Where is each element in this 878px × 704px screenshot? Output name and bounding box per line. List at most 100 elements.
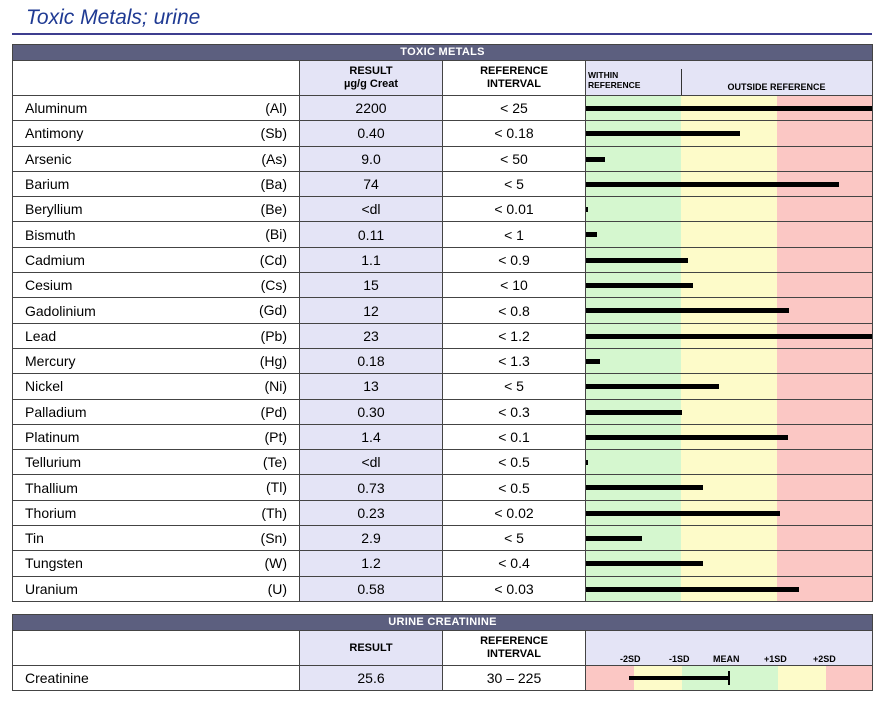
element-label: Arsenic — [25, 150, 72, 167]
result-bar — [586, 257, 688, 263]
element-label: Tin — [25, 530, 44, 547]
result-value: 23 — [299, 322, 443, 349]
element-name: Aluminum (Al) — [12, 94, 300, 122]
sd-scale-header: -2SD -1SD MEAN +1SD +2SD — [585, 630, 873, 666]
element-name: Thallium (Tl) — [12, 474, 300, 501]
sd-label-minus2: -2SD — [620, 654, 641, 664]
element-name: Antimony (Sb) — [12, 120, 300, 147]
creatinine-row: Creatinine 25.6 30 – 225 — [12, 665, 873, 691]
element-label: Thallium — [25, 479, 78, 496]
reference-value: < 0.4 — [442, 550, 586, 577]
element-label: Tellurium — [25, 454, 82, 471]
element-symbol: (Ba) — [260, 175, 287, 192]
sd-label-plus1: +1SD — [764, 654, 787, 664]
table-row: Antimony (Sb) 0.40 < 0.18 — [12, 120, 874, 147]
element-symbol: (Hg) — [259, 352, 287, 369]
table-row: Mercury (Hg) 0.18 < 1.3 — [12, 347, 874, 375]
element-name: Arsenic (As) — [12, 145, 300, 172]
element-label: Mercury — [25, 353, 76, 370]
result-bar — [586, 561, 703, 567]
element-label: Nickel — [25, 378, 64, 395]
reference-value: < 0.8 — [442, 297, 586, 324]
range-bar-cell — [584, 145, 874, 172]
element-symbol: (Th) — [261, 504, 287, 521]
range-bar-cell — [584, 272, 874, 299]
reference-value: < 1.3 — [442, 347, 586, 375]
element-name: Tellurium (Te) — [12, 449, 300, 476]
table-row: Thallium (Tl) 0.73 < 0.5 — [12, 474, 874, 501]
table-row: Cesium (Cs) 15 < 10 — [12, 272, 874, 299]
element-label: Tungsten — [25, 555, 83, 572]
creatinine-reference-header: REFERENCE INTERVAL — [442, 630, 586, 666]
table-row: Platinum (Pt) 1.4 < 0.1 — [12, 423, 874, 451]
result-value: 13 — [299, 373, 443, 400]
result-value: 0.73 — [299, 474, 443, 501]
element-symbol: (Pt) — [264, 428, 287, 445]
reference-value: < 0.5 — [442, 474, 586, 501]
element-name: Platinum (Pt) — [12, 423, 300, 451]
result-bar — [586, 308, 789, 314]
result-column-header: RESULT µg/g Creat — [299, 60, 443, 96]
range-bar-cell — [584, 373, 874, 400]
result-value: 1.4 — [299, 423, 443, 451]
result-bar — [586, 131, 740, 137]
element-symbol: (Cd) — [259, 251, 287, 268]
element-symbol: (As) — [261, 150, 287, 167]
creatinine-reference: 30 – 225 — [442, 665, 586, 691]
result-value: <dl — [299, 196, 443, 223]
result-value: 0.30 — [299, 398, 443, 425]
range-bar-cell — [584, 170, 874, 198]
creatinine-name: Creatinine — [12, 665, 300, 691]
outside-reference-label: OUTSIDE REFERENCE — [727, 82, 826, 92]
element-symbol: (Al) — [265, 100, 287, 116]
reference-value: < 0.9 — [442, 246, 586, 274]
element-name: Mercury (Hg) — [12, 347, 300, 375]
result-bar — [586, 409, 682, 415]
element-label: Thorium — [25, 504, 77, 521]
sd-label-mean: MEAN — [713, 654, 740, 664]
table-row: Thorium (Th) 0.23 < 0.02 — [12, 499, 874, 527]
element-name: Tin (Sn) — [12, 525, 300, 552]
element-name: Cesium (Cs) — [12, 272, 300, 299]
result-bar — [586, 510, 780, 516]
reference-value: < 5 — [442, 525, 586, 552]
range-divider — [681, 69, 682, 95]
element-label: Bismuth — [25, 226, 76, 243]
element-symbol: (Sn) — [260, 530, 287, 547]
element-label: Palladium — [25, 403, 87, 420]
element-symbol: (Pb) — [260, 327, 287, 344]
result-bar — [586, 384, 719, 390]
sd-label-plus2: +2SD — [813, 654, 836, 664]
element-label: Uranium — [25, 580, 78, 597]
table-row: Tin (Sn) 2.9 < 5 — [12, 525, 874, 552]
result-value: 0.40 — [299, 120, 443, 147]
reference-value: < 0.02 — [442, 499, 586, 527]
reference-value: < 0.1 — [442, 423, 586, 451]
element-label: Lead — [25, 327, 57, 344]
result-value: 0.58 — [299, 575, 443, 602]
range-bar-cell — [584, 246, 874, 274]
element-symbol: (W) — [264, 555, 287, 572]
reference-value: < 50 — [442, 145, 586, 172]
title-divider — [12, 33, 872, 35]
reference-value: < 25 — [442, 94, 586, 122]
reference-value: < 1.2 — [442, 322, 586, 349]
element-symbol: (U) — [267, 580, 287, 597]
reference-value: < 1 — [442, 221, 586, 248]
result-bar — [586, 586, 799, 592]
result-bar — [586, 181, 839, 187]
element-symbol: (Gd) — [259, 302, 287, 319]
element-label: Antimony — [25, 125, 84, 142]
toxic-metals-header: TOXIC METALS — [11, 44, 874, 61]
creatinine-marker — [728, 671, 730, 685]
reference-value: < 0.5 — [442, 449, 586, 476]
table-row: Tungsten (W) 1.2 < 0.4 — [12, 550, 874, 577]
result-value: 74 — [299, 170, 443, 198]
table-row: Uranium (U) 0.58 < 0.03 — [12, 575, 874, 602]
table-row: Arsenic (As) 9.0 < 50 — [12, 145, 874, 172]
element-symbol: (Ni) — [264, 378, 287, 395]
element-symbol: (Sb) — [260, 125, 287, 142]
result-value: 0.23 — [299, 499, 443, 527]
element-label: Gadolinium — [25, 302, 96, 319]
result-value: 2.9 — [299, 525, 443, 552]
